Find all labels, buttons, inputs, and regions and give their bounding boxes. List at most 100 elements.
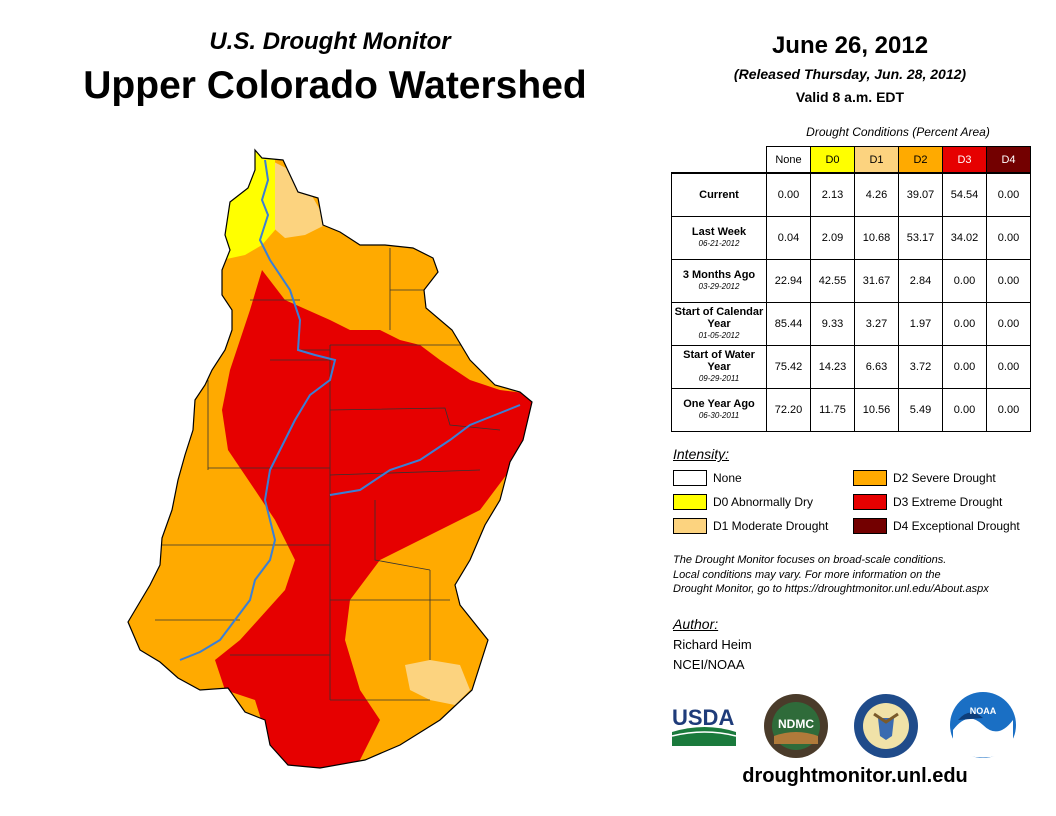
table-cell: 85.44 bbox=[766, 302, 811, 346]
column-header-d1: D1 bbox=[854, 146, 899, 174]
note-line-2: Local conditions may vary. For more info… bbox=[673, 568, 941, 581]
table-row: Current 0.00 2.13 4.26 39.07 54.54 0.00 bbox=[671, 172, 1031, 217]
row-label-text: One Year Ago bbox=[683, 398, 755, 410]
drought-map bbox=[127, 148, 533, 769]
table-row: 3 Months Ago 03-29-2012 22.94 42.55 31.67 2.8… bbox=[671, 259, 1031, 303]
row-label-date: 09-29-2011 bbox=[698, 374, 740, 383]
drought-conditions-table: None D0 D1 D2 D3 D4 Current 0.00 2.13 4.26 39.07 5… bbox=[671, 146, 1031, 432]
website-link[interactable]: droughtmonitor.unl.edu bbox=[742, 765, 968, 787]
row-label-text: Current bbox=[699, 189, 739, 201]
legend-swatch bbox=[853, 470, 887, 486]
legend-item: D3 Extreme Drought bbox=[853, 494, 1002, 510]
map-date: June 26, 2012 bbox=[771, 32, 929, 59]
legend-label: D4 Exceptional Drought bbox=[893, 519, 1020, 533]
table-cell: 0.00 bbox=[942, 302, 987, 346]
column-header-d0: D0 bbox=[810, 146, 855, 174]
legend-item: D4 Exceptional Drought bbox=[853, 518, 1020, 534]
table-cell: 0.00 bbox=[986, 172, 1031, 217]
d1-region-south bbox=[405, 660, 470, 705]
table-cell: 0.00 bbox=[986, 259, 1031, 303]
row-label: One Year Ago 06-30-2011 bbox=[671, 388, 767, 432]
ndmc-text: NDMC bbox=[778, 717, 814, 731]
legend-swatch bbox=[853, 494, 887, 510]
table-cell: 0.00 bbox=[766, 172, 811, 217]
legend-label: D2 Severe Drought bbox=[893, 471, 996, 485]
table-cell: 10.68 bbox=[854, 216, 899, 260]
table-cell: 34.02 bbox=[942, 216, 987, 260]
row-label-text: Start of Calendar Year bbox=[674, 306, 764, 330]
table-cell: 0.00 bbox=[986, 302, 1031, 346]
note-line-3: Drought Monitor, go to https://droughtmo… bbox=[673, 583, 989, 595]
usda-text: USDA bbox=[672, 705, 734, 730]
river-network bbox=[179, 159, 521, 661]
author-name: Richard Heim bbox=[673, 637, 752, 652]
table-cell: 6.63 bbox=[854, 345, 899, 389]
table-cell: 0.00 bbox=[986, 216, 1031, 260]
d1-region-north bbox=[270, 160, 325, 238]
table-cell: 42.55 bbox=[810, 259, 855, 303]
row-label: Current bbox=[671, 172, 767, 217]
noaa-logo: NOAA bbox=[950, 692, 1016, 758]
table-cell: 0.00 bbox=[942, 388, 987, 432]
table-cell: 54.54 bbox=[942, 172, 987, 217]
release-date: (Released Thursday, Jun. 28, 2012) bbox=[733, 66, 967, 82]
table-cell: 2.13 bbox=[810, 172, 855, 217]
row-label-date: 06-21-2012 bbox=[698, 239, 740, 248]
row-label: Start of Water Year 09-29-2011 bbox=[671, 345, 767, 389]
legend-label: D1 Moderate Drought bbox=[713, 519, 829, 533]
legend-swatch bbox=[853, 518, 887, 534]
noaa-text: NOAA bbox=[970, 706, 997, 716]
table-cell: 1.97 bbox=[898, 302, 943, 346]
map-title: Upper Colorado Watershed bbox=[83, 64, 587, 107]
table-cell: 0.00 bbox=[942, 259, 987, 303]
table-row: Start of Calendar Year 01-05-2012 85.44 9.3… bbox=[671, 302, 1031, 346]
row-label-date: 03-29-2012 bbox=[698, 282, 740, 291]
column-header-d4: D4 bbox=[986, 146, 1031, 174]
valid-time: Valid 8 a.m. EDT bbox=[795, 89, 905, 105]
table-cell: 2.09 bbox=[810, 216, 855, 260]
table-row: Last Week 06-21-2012 0.04 2.09 10.68 53.17 34.… bbox=[671, 216, 1031, 260]
author-heading: Author: bbox=[673, 616, 719, 632]
column-header-none: None bbox=[766, 146, 811, 174]
column-header-d2: D2 bbox=[898, 146, 943, 174]
usda-logo: USDA bbox=[671, 705, 737, 746]
table-cell: 0.00 bbox=[986, 388, 1031, 432]
table-cell: 14.23 bbox=[810, 345, 855, 389]
legend-swatch bbox=[673, 494, 707, 510]
legend-heading: Intensity: bbox=[673, 446, 730, 462]
legend-label: D3 Extreme Drought bbox=[893, 495, 1003, 509]
table-row: Start of Water Year 09-29-2011 75.42 14.23 6… bbox=[671, 345, 1031, 389]
table-cell: 0.00 bbox=[942, 345, 987, 389]
subbasin-boundaries bbox=[155, 248, 530, 701]
row-label: Last Week 06-21-2012 bbox=[671, 216, 767, 260]
table-cell: 0.04 bbox=[766, 216, 811, 260]
author-org: NCEI/NOAA bbox=[673, 657, 745, 672]
d3-region bbox=[215, 270, 532, 768]
row-label: 3 Months Ago 03-29-2012 bbox=[671, 259, 767, 303]
map-subtitle: U.S. Drought Monitor bbox=[209, 28, 451, 55]
legend-swatch bbox=[673, 518, 707, 534]
legend-swatch bbox=[673, 470, 707, 486]
legend-label: None bbox=[713, 471, 742, 485]
row-label-text: Start of Water Year bbox=[683, 349, 755, 373]
table-cell: 9.33 bbox=[810, 302, 855, 346]
table-cell: 72.20 bbox=[766, 388, 811, 432]
table-caption: Drought Conditions (Percent Area) bbox=[806, 125, 990, 139]
table-cell: 75.42 bbox=[766, 345, 811, 389]
legend-item: D0 Abnormally Dry bbox=[673, 494, 813, 510]
table-cell: 5.49 bbox=[898, 388, 943, 432]
table-cell: 0.00 bbox=[986, 345, 1031, 389]
table-corner bbox=[672, 147, 767, 174]
row-label-date: 06-30-2011 bbox=[698, 411, 740, 420]
info-note: The Drought Monitor focuses on broad-sca… bbox=[673, 553, 1043, 597]
table-cell: 10.56 bbox=[854, 388, 899, 432]
table-cell: 31.67 bbox=[854, 259, 899, 303]
row-label: Start of Calendar Year 01-05-2012 bbox=[671, 302, 767, 346]
table-cell: 53.17 bbox=[898, 216, 943, 260]
table-cell: 2.84 bbox=[898, 259, 943, 303]
table-row: One Year Ago 06-30-2011 72.20 11.75 10.56 5.4… bbox=[671, 388, 1031, 432]
row-label-date: 01-05-2012 bbox=[698, 331, 740, 340]
row-label-text: 3 Months Ago bbox=[682, 269, 756, 281]
table-cell: 22.94 bbox=[766, 259, 811, 303]
table-cell: 39.07 bbox=[898, 172, 943, 217]
